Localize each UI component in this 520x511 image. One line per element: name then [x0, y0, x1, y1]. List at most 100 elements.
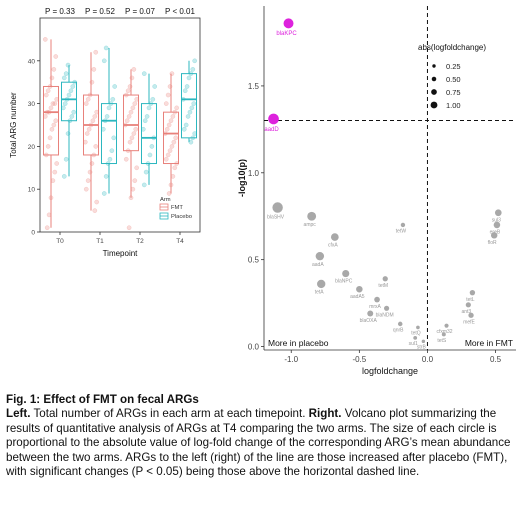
point-blaSHV — [272, 202, 283, 213]
x-tick-label-1: -0.5 — [352, 355, 366, 364]
x-tick-label-0: T0 — [56, 238, 64, 245]
point-tetQ — [416, 325, 420, 330]
figure-caption: Fig. 1: Effect of FMT on fecal ARGs Left… — [6, 393, 512, 479]
point-label-floR: floR — [488, 240, 497, 246]
data-point — [123, 156, 129, 162]
point-label-mefE: mefE — [463, 319, 475, 325]
data-point — [132, 178, 138, 183]
data-point — [106, 105, 112, 111]
data-point — [91, 67, 97, 72]
point-ant3 — [465, 302, 471, 308]
data-point — [110, 97, 116, 102]
box-placebo-T0 — [61, 81, 77, 122]
data-point — [134, 165, 139, 171]
data-point — [86, 126, 92, 132]
data-point — [172, 165, 178, 171]
point-tetL — [469, 289, 476, 296]
data-point — [53, 118, 59, 124]
data-point — [52, 101, 58, 106]
data-point — [131, 67, 137, 72]
data-point — [132, 101, 138, 106]
data-point — [173, 135, 179, 141]
data-point — [62, 101, 68, 106]
x-tick-label-3: 0.5 — [490, 355, 502, 364]
y-tick-label-1: 0.5 — [248, 256, 260, 265]
point-label-sul1: sul1 — [409, 341, 418, 347]
data-point — [68, 88, 74, 94]
data-point — [71, 109, 77, 115]
data-point — [92, 114, 98, 119]
data-point — [101, 191, 107, 196]
point-label-aadA5: aadA5 — [350, 294, 365, 300]
point-label-tetS: tetS — [437, 338, 447, 344]
caption-right-label: Right. — [308, 407, 342, 421]
x-tick-label-0: -1.0 — [284, 355, 298, 364]
data-point — [92, 208, 98, 213]
data-point — [124, 118, 130, 124]
point-label-tetL: tetL — [466, 297, 475, 303]
data-point — [143, 169, 149, 175]
data-point — [53, 54, 59, 59]
point-tetW — [400, 222, 406, 228]
point-label-ant3: ant3 — [461, 309, 471, 315]
data-point — [192, 58, 197, 64]
y-tick-label-0: 0 — [31, 230, 35, 237]
data-point — [147, 152, 153, 158]
data-point — [141, 182, 147, 188]
data-point — [54, 161, 60, 166]
point-group-placebo-T4 — [180, 58, 197, 145]
data-point — [167, 148, 173, 153]
data-point — [70, 84, 76, 89]
p-value-label-1: P = 0.52 — [85, 7, 115, 16]
point-group-fmt-T4 — [162, 71, 179, 196]
data-point — [127, 84, 133, 89]
annotation-more-in-placebo: More in placebo — [268, 338, 329, 348]
point-label-sul3: sul3 — [492, 218, 501, 224]
point-label-tetA: tetA — [315, 290, 325, 296]
point-label-tetW: tetW — [396, 229, 407, 235]
data-point — [85, 97, 91, 102]
box-fmt-T0 — [43, 85, 59, 156]
data-point — [170, 114, 176, 119]
point-blaOXA — [367, 310, 374, 317]
data-point — [133, 126, 139, 132]
data-point — [163, 156, 169, 162]
plot-area — [39, 17, 201, 233]
point-label-blaKPC: blaKPC — [276, 31, 297, 37]
point-aadA5 — [356, 285, 363, 293]
data-point — [191, 101, 197, 106]
point-blaNPC — [342, 269, 350, 278]
data-point — [185, 114, 191, 119]
point-label-ampc: ampc — [304, 222, 317, 228]
point-label-cfxm32: cfxm32 — [436, 329, 452, 335]
data-point — [182, 88, 188, 94]
point-qnrB — [397, 321, 403, 327]
volcano-plot-panel: -1.0 -0.5 0.0 0.5 0.0 0.5 1.0 1.5 logfoldchange -… — [237, 6, 516, 376]
data-point — [165, 152, 171, 158]
data-point — [47, 135, 53, 141]
data-point — [125, 88, 131, 94]
point-label-blaNPC: blaNPC — [335, 279, 353, 285]
point-label-blaSHV: blaSHV — [267, 214, 285, 220]
point-blaNDM — [384, 305, 390, 311]
data-point — [141, 71, 147, 76]
data-point — [150, 97, 156, 102]
legend-size-label-3: 1.00 — [446, 101, 461, 110]
data-point — [128, 109, 134, 115]
data-point — [65, 62, 71, 68]
data-point — [101, 58, 107, 64]
data-point — [43, 92, 49, 98]
point-sul3 — [494, 209, 502, 217]
data-point — [129, 135, 135, 141]
y-tick-label-3: 30 — [28, 101, 36, 108]
data-point — [63, 71, 69, 76]
point-strB — [421, 339, 426, 344]
point-mefE — [468, 312, 474, 318]
point-sul1 — [413, 335, 418, 340]
legend-title: abs(logfoldchange) — [418, 43, 486, 52]
y-tick-label-0: 0.0 — [248, 343, 260, 352]
data-point — [129, 75, 135, 81]
data-point — [112, 84, 117, 89]
data-point — [126, 225, 132, 231]
data-point — [94, 199, 99, 205]
